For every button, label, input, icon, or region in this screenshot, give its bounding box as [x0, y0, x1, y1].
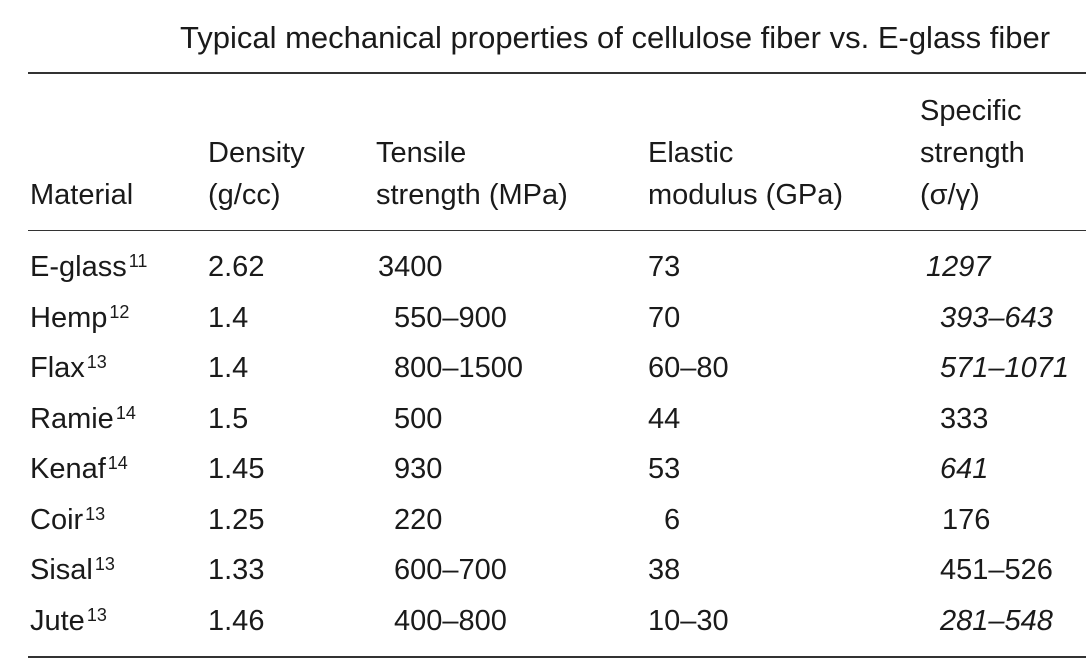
cell-material: Sisal 13 [30, 554, 115, 586]
cell-specific: 393–643 [940, 302, 1053, 334]
cell-modulus: 60–80 [648, 352, 729, 384]
cell-material: Hemp 12 [30, 302, 130, 334]
reference-number: 13 [86, 352, 107, 372]
header-material: Material [30, 179, 134, 211]
cell-density: 1.25 [208, 504, 265, 536]
header-elastic-line2: modulus (GPa) [648, 179, 844, 211]
header-density-line2: (g/cc) [208, 179, 281, 211]
cell-modulus: 10–30 [648, 605, 729, 637]
cell-density: 1.5 [208, 403, 249, 435]
cell-tensile: 930 [394, 453, 443, 485]
cell-density: 1.4 [208, 302, 249, 334]
cell-material: Flax 13 [30, 352, 107, 384]
reference-number: 13 [85, 504, 106, 524]
cell-material: E-glass 11 [30, 251, 148, 283]
cell-material: Coir 13 [30, 504, 106, 536]
header-tensile-line2: strength (MPa) [376, 179, 568, 211]
cell-material: Ramie 14 [30, 403, 136, 435]
cell-modulus: 53 [648, 453, 681, 485]
cell-specific: 281–548 [940, 605, 1053, 637]
reference-number: 14 [115, 403, 136, 423]
cell-modulus: 38 [648, 554, 681, 586]
bottom-rule [28, 656, 1086, 658]
cell-specific: 641 [940, 453, 989, 485]
cell-density: 2.62 [208, 251, 265, 283]
cell-specific: 1297 [926, 251, 991, 283]
cell-modulus: 44 [648, 403, 681, 435]
cell-density: 1.4 [208, 352, 249, 384]
reference-number: 13 [86, 605, 107, 625]
header-specific-line1: Specific [920, 95, 1022, 127]
cell-tensile: 220 [394, 504, 443, 536]
header-specific-line2: strength [920, 137, 1025, 169]
cell-density: 1.33 [208, 554, 265, 586]
cell-specific: 176 [942, 504, 991, 536]
cell-tensile: 800–1500 [394, 352, 524, 384]
cell-material: Kenaf 14 [30, 453, 128, 485]
cell-tensile: 3400 [378, 251, 443, 283]
header-elastic-line1: Elastic [648, 137, 734, 169]
cell-tensile: 600–700 [394, 554, 507, 586]
reference-number: 11 [128, 251, 148, 271]
cell-modulus: 6 [664, 504, 681, 536]
cell-modulus: 70 [648, 302, 681, 334]
cell-specific: 333 [940, 403, 989, 435]
header-density-line1: Density [208, 137, 305, 169]
cell-density: 1.46 [208, 605, 265, 637]
header-rule [28, 230, 1086, 231]
cell-material: Jute 13 [30, 605, 107, 637]
table-title: Typical mechanical properties of cellulo… [180, 20, 1051, 55]
cell-tensile: 400–800 [394, 605, 507, 637]
cell-tensile: 550–900 [394, 302, 507, 334]
cell-density: 1.45 [208, 453, 265, 485]
reference-number: 13 [94, 554, 115, 574]
header-tensile-line1: Tensile [376, 137, 467, 169]
reference-number: 14 [107, 453, 128, 473]
header-specific-line3: (σ/γ) [920, 179, 980, 211]
cell-specific: 451–526 [940, 554, 1053, 586]
reference-number: 12 [109, 302, 130, 322]
cell-tensile: 500 [394, 403, 443, 435]
cell-specific: 571–1071 [940, 352, 1070, 384]
top-rule [28, 72, 1086, 74]
cell-modulus: 73 [648, 251, 681, 283]
